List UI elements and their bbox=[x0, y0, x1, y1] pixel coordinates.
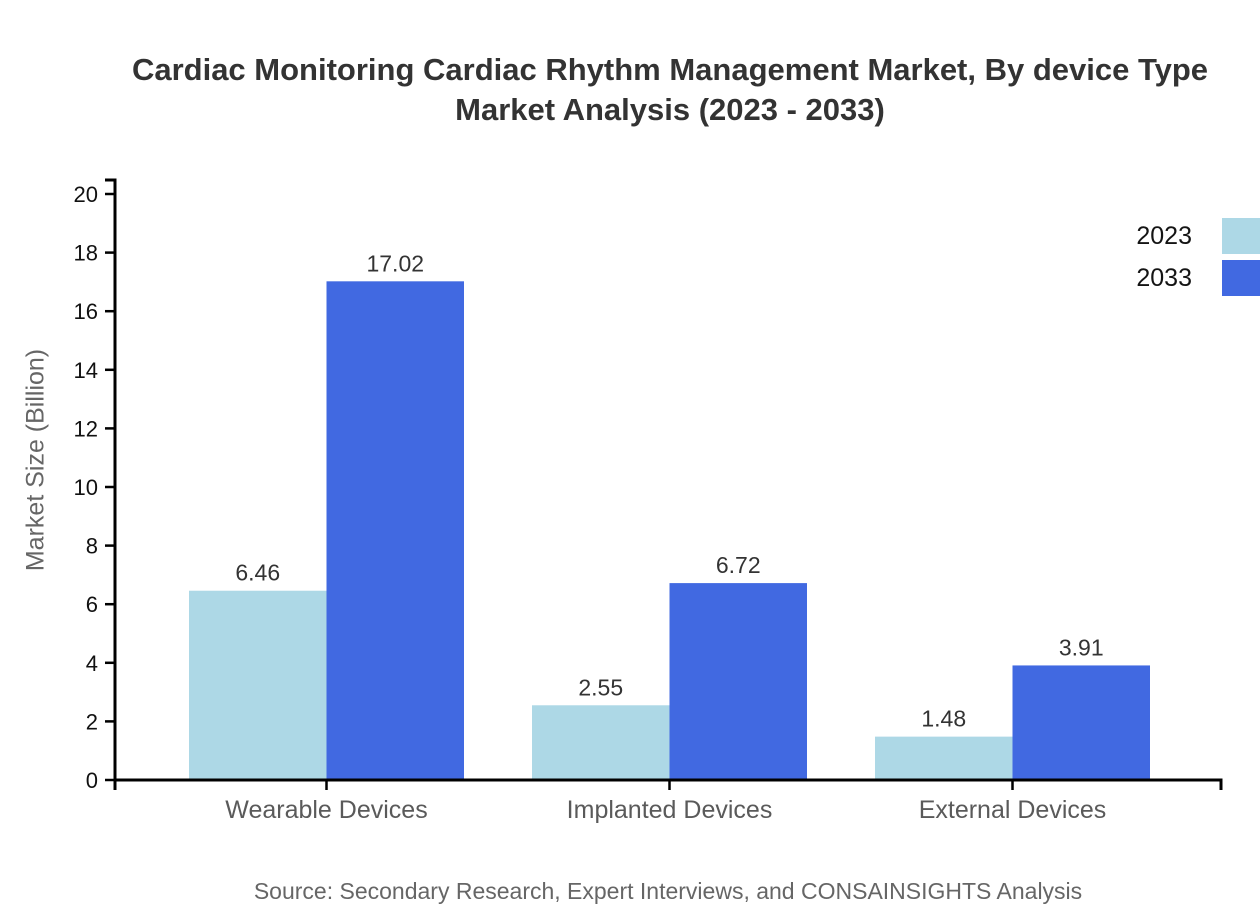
x-axis-line bbox=[113, 778, 1223, 790]
bar-2023-0 bbox=[189, 590, 327, 780]
y-tick-label: 6 bbox=[86, 592, 98, 617]
y-tick-label: 20 bbox=[74, 182, 98, 207]
legend-label-2023: 2023 bbox=[1136, 221, 1192, 250]
y-tick-label: 8 bbox=[86, 534, 98, 559]
y-axis-line bbox=[105, 178, 117, 780]
bar-value-label: 6.72 bbox=[716, 552, 761, 578]
bar-value-label: 17.02 bbox=[366, 250, 424, 276]
y-tick-label: 16 bbox=[74, 299, 98, 324]
bar-value-label: 2.55 bbox=[578, 674, 623, 700]
y-tick-label: 4 bbox=[86, 651, 98, 676]
bar-value-label: 6.46 bbox=[235, 560, 280, 586]
bar-value-label: 3.91 bbox=[1059, 634, 1104, 660]
source-note: Source: Secondary Research, Expert Inter… bbox=[253, 878, 1083, 904]
chart-title: Cardiac Monitoring Cardiac Rhythm Manage… bbox=[90, 50, 1250, 130]
chart-title-line1: Cardiac Monitoring Cardiac Rhythm Manage… bbox=[131, 52, 1209, 87]
legend-label-2033: 2033 bbox=[1136, 263, 1192, 292]
category-label: Implanted Devices bbox=[567, 796, 773, 824]
legend-swatch-2033 bbox=[1222, 260, 1260, 296]
bar-2023-1 bbox=[532, 705, 670, 780]
bar-2033-2 bbox=[1012, 665, 1150, 780]
legend-item-2023: 2023 bbox=[1136, 217, 1260, 255]
y-tick-label: 14 bbox=[74, 358, 98, 383]
bar-2033-0 bbox=[326, 281, 464, 780]
y-tick-label: 10 bbox=[74, 475, 98, 500]
bar-2023-2 bbox=[875, 736, 1013, 780]
legend: 2023 2033 bbox=[1136, 217, 1260, 297]
category-label: External Devices bbox=[919, 796, 1107, 824]
category-label: Wearable Devices bbox=[225, 796, 427, 824]
y-tick-label: 2 bbox=[86, 709, 98, 734]
legend-swatch-2023 bbox=[1222, 218, 1260, 254]
y-tick-label: 0 bbox=[86, 768, 98, 793]
bar-2033-1 bbox=[669, 583, 807, 780]
y-tick-label: 18 bbox=[74, 241, 98, 266]
y-tick-label: 12 bbox=[74, 416, 98, 441]
legend-item-2033: 2033 bbox=[1136, 259, 1260, 297]
chart-title-line2: Market Analysis (2023 - 2033) bbox=[455, 92, 885, 127]
bar-value-label: 1.48 bbox=[921, 706, 966, 732]
